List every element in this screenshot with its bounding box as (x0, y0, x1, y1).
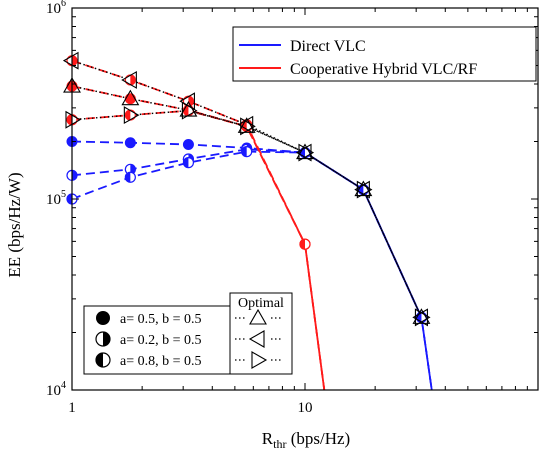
marker-triangle-right (181, 101, 198, 120)
marker-fill (183, 157, 189, 168)
marker-triangle-left (62, 51, 79, 70)
marker-fill (72, 170, 77, 181)
x-axis-label: Rthr (bps/Hz) (262, 429, 350, 451)
legend-marker-half (95, 331, 111, 347)
marker-triangle-up (237, 117, 256, 133)
series-line-optimal (72, 109, 423, 318)
y-tick-label: 106 (46, 0, 66, 17)
marker-circle-left-half (182, 157, 195, 169)
line-legend: Direct VLC Cooperative Hybrid VLC/RF (232, 26, 537, 82)
y-tick-base: 10 (46, 192, 61, 208)
y-axis-label: EE (bps/Hz/W) (5, 172, 24, 277)
y-tick-label: 104 (46, 380, 66, 399)
marker-triangle-up (179, 101, 198, 117)
parameter-legend-entry: a= 0.2, b = 0.5 (95, 330, 283, 348)
y-tick-base: 10 (46, 383, 61, 399)
marker-fill (67, 114, 72, 125)
x-tick-label: 1 (68, 400, 76, 416)
optimal-legend-title: Optimal (238, 296, 284, 311)
marker-triangle-left (354, 180, 370, 199)
line-legend-frame (232, 26, 537, 82)
marker-fill (241, 146, 247, 157)
marker-triangle-left (412, 308, 428, 327)
marker-circle-full (124, 93, 136, 105)
marker-fill (125, 110, 131, 121)
marker-circle-left-half (357, 183, 369, 196)
marker-circle-left-half (299, 238, 311, 250)
x-axis-label-main: R (262, 429, 274, 448)
y-tick-exponent: 6 (61, 0, 66, 9)
marker-fill (130, 74, 136, 85)
marker-fill (72, 55, 77, 66)
marker-triangle-right (414, 308, 431, 327)
marker-triangle-right (123, 106, 140, 125)
y-tick-label: 105 (46, 189, 66, 208)
marker-fill (96, 353, 103, 367)
parameter-legend-entry: a= 0.5, b = 0.5 (96, 308, 283, 327)
parameter-legend-label: a= 0.2, b = 0.5 (120, 333, 202, 348)
parameter-legend-entry: a= 0.8, b = 0.5 (95, 351, 283, 369)
marker-triangle-left (121, 71, 137, 89)
series-markers (62, 51, 431, 327)
marker-circle-left-half (124, 109, 136, 121)
legend-optimal-marker (251, 351, 268, 369)
marker-circle-left-half (241, 146, 253, 158)
marker-circle-left-half (241, 120, 253, 132)
parameter-legend: Optimal a= 0.5, b = 0.5a= 0.2, b = 0.5a=… (83, 292, 293, 375)
marker-circle-left-half (299, 146, 311, 159)
series-line-hybrid (72, 59, 326, 390)
y-tick-exponent: 4 (61, 380, 66, 391)
x-tick-label: 10 (298, 400, 313, 416)
marker-triangle-right (65, 110, 82, 129)
marker-triangle-right (356, 180, 373, 199)
marker-fill (103, 332, 110, 346)
parameter-legend-label: a= 0.5, b = 0.5 (120, 312, 202, 327)
legend-marker-full (96, 311, 110, 325)
x-axis-label-subscript: thr (273, 437, 286, 451)
marker-triangle-up (412, 308, 431, 324)
marker-triangle-up (354, 180, 373, 197)
series-line-vlc (72, 140, 433, 390)
y-tick-exponent: 5 (61, 189, 66, 200)
marker-fill (67, 194, 72, 204)
marker-triangle-right (298, 143, 315, 162)
legend-label-direct-vlc: Direct VLC (290, 38, 366, 55)
y-tick-base: 10 (46, 1, 61, 17)
marker-circle-right-half (124, 74, 136, 86)
x-axis-label-unit: (bps/Hz) (286, 429, 350, 448)
marker-circle-full (124, 137, 136, 149)
marker-triangle-up (121, 89, 140, 106)
marker-circle-left-half (124, 171, 136, 183)
marker-circle-left-half (415, 311, 428, 323)
parameter-legend-label: a= 0.8, b = 0.5 (120, 354, 202, 369)
marker-triangle-up (296, 143, 314, 160)
legend-marker-half (95, 352, 111, 368)
series-line-hybrid (72, 85, 326, 390)
axes (71, 7, 539, 391)
marker-triangle-right (240, 117, 256, 136)
legend-optimal-marker (248, 330, 265, 348)
legend-label-hybrid: Cooperative Hybrid VLC/RF (290, 61, 477, 78)
marker-circle-right-half (124, 163, 136, 175)
marker-fill (300, 239, 305, 250)
parameter-legend-entries: a= 0.5, b = 0.5 a= 0.2, b = 0.5 a= 0.8, b … (95, 308, 283, 369)
marker-fill (125, 172, 131, 183)
marker-triangle-left (295, 143, 312, 162)
legend-optimal-marker (249, 308, 267, 325)
marker-circle-full (182, 138, 194, 150)
